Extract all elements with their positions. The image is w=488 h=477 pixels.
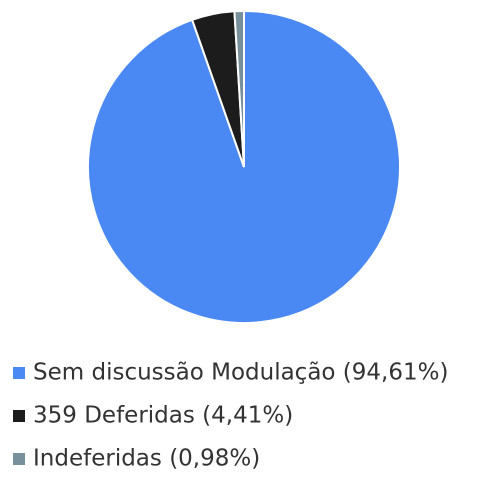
legend-swatch xyxy=(13,410,25,422)
legend-label: 359 Deferidas (4,41%) xyxy=(33,403,293,429)
legend-label: Indeferidas (0,98%) xyxy=(33,446,260,472)
legend-swatch xyxy=(13,367,25,379)
pie-slice xyxy=(233,9,245,168)
legend-label: Sem discussão Modulação (94,61%) xyxy=(33,360,448,386)
legend-swatch xyxy=(13,453,25,465)
